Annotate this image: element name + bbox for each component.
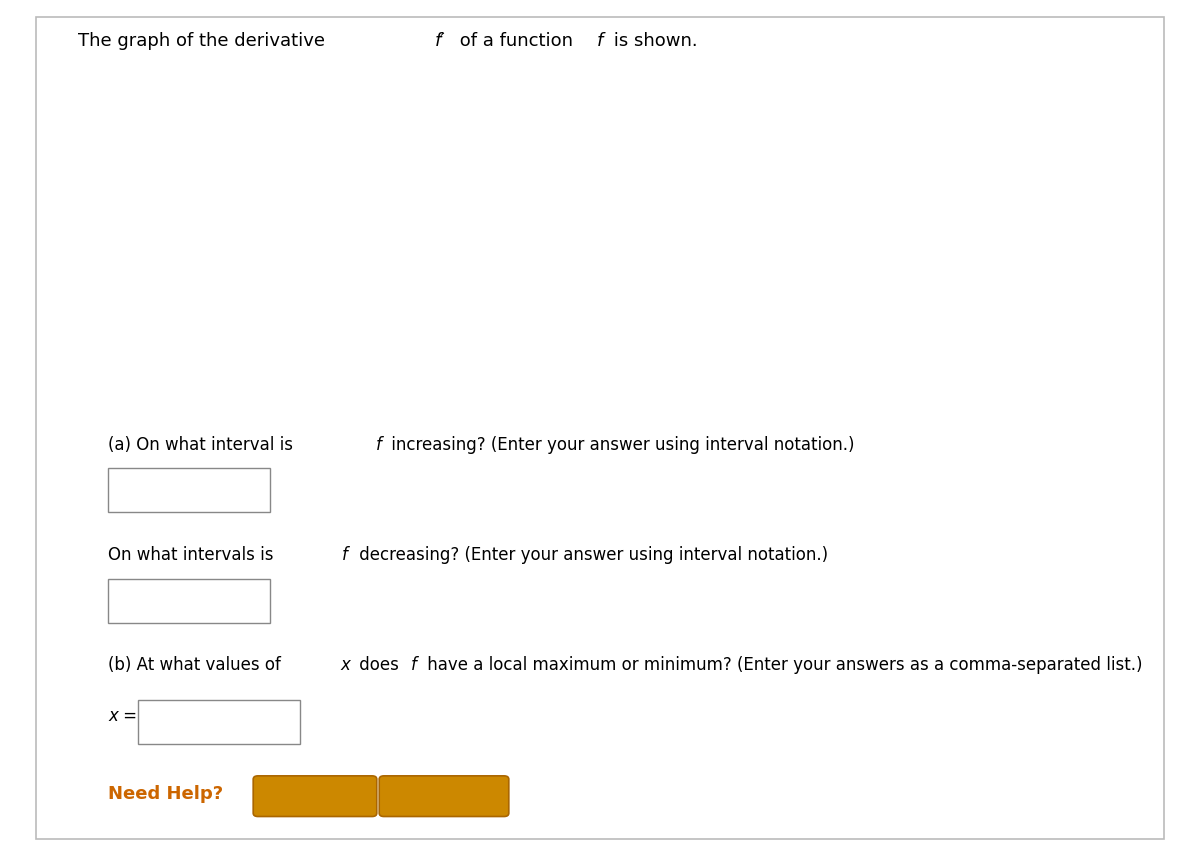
Text: is shown.: is shown.: [608, 31, 698, 50]
Text: f: f: [596, 31, 602, 50]
Text: Read It: Read It: [284, 789, 346, 804]
Text: (a) On what interval is: (a) On what interval is: [108, 435, 299, 454]
Text: f: f: [410, 656, 416, 674]
Text: 8: 8: [468, 169, 478, 184]
FancyBboxPatch shape: [36, 17, 1164, 839]
Text: 16: 16: [692, 169, 712, 184]
Text: increasing? (Enter your answer using interval notation.): increasing? (Enter your answer using int…: [386, 435, 854, 454]
Text: On what intervals is: On what intervals is: [108, 545, 278, 564]
Text: does: does: [354, 656, 409, 674]
Text: f′: f′: [434, 31, 445, 50]
Text: x =: x =: [108, 706, 137, 725]
FancyBboxPatch shape: [253, 776, 377, 817]
Text: The graph of the derivative: The graph of the derivative: [78, 31, 331, 50]
Text: 10: 10: [521, 169, 540, 184]
Text: 18: 18: [749, 169, 768, 184]
Text: Watch It: Watch It: [408, 789, 480, 804]
Text: x: x: [341, 656, 350, 674]
Text: 4: 4: [354, 169, 364, 184]
Text: of a function: of a function: [454, 31, 578, 50]
FancyBboxPatch shape: [379, 776, 509, 817]
Text: 2: 2: [296, 169, 306, 184]
Text: 14: 14: [635, 169, 654, 184]
Text: have a local maximum or minimum? (Enter your answers as a comma-separated list.): have a local maximum or minimum? (Enter …: [422, 656, 1142, 674]
Text: Need Help?: Need Help?: [108, 785, 223, 804]
Text: (b) At what values of: (b) At what values of: [108, 656, 286, 674]
Text: f: f: [376, 435, 382, 454]
Text: f: f: [342, 545, 348, 564]
Text: 6: 6: [412, 169, 421, 184]
Text: decreasing? (Enter your answer using interval notation.): decreasing? (Enter your answer using int…: [354, 545, 828, 564]
Text: x: x: [814, 124, 823, 141]
FancyBboxPatch shape: [138, 700, 300, 744]
Text: 12: 12: [578, 169, 598, 184]
FancyBboxPatch shape: [108, 468, 270, 512]
FancyBboxPatch shape: [108, 579, 270, 623]
